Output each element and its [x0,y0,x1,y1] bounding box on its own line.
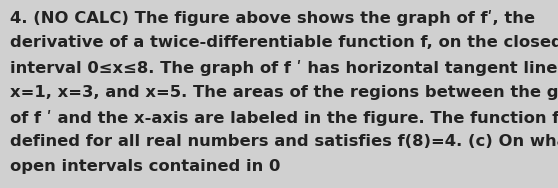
Text: interval 0≤x≤8. The graph of f ʹ has horizontal tangent lines at: interval 0≤x≤8. The graph of f ʹ has hor… [10,60,558,76]
Text: open intervals contained in 0: open intervals contained in 0 [10,159,281,174]
Text: x=1, x=3, and x=5. The areas of the regions between the graph: x=1, x=3, and x=5. The areas of the regi… [10,85,558,100]
Text: defined for all real numbers and satisfies f(8)=4. (c) On what: defined for all real numbers and satisfi… [10,134,558,149]
Text: 4. (NO CALC) The figure above shows the graph of fʹ, the: 4. (NO CALC) The figure above shows the … [10,10,535,26]
Text: derivative of a twice-differentiable function f, on the closed: derivative of a twice-differentiable fun… [10,35,558,50]
Text: of f ʹ and the x-axis are labeled in the figure. The function f is: of f ʹ and the x-axis are labeled in the… [10,110,558,126]
